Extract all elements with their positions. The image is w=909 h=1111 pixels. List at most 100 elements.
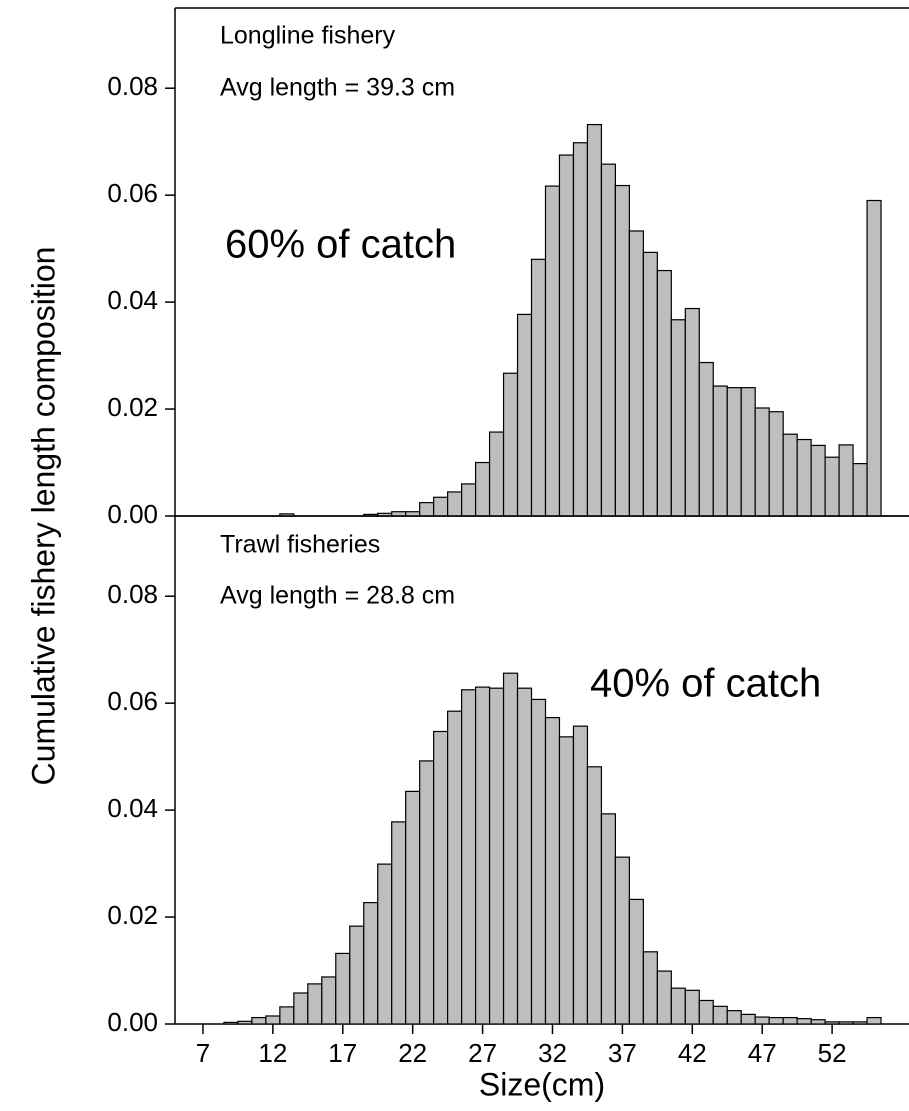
bar [349, 925, 365, 1025]
x-tick-label: 47 [748, 1038, 777, 1068]
bar [782, 433, 798, 517]
x-tick-label: 27 [468, 1038, 497, 1068]
bar [307, 983, 323, 1025]
bar [628, 230, 644, 517]
bar [419, 502, 435, 517]
bar [838, 1021, 854, 1025]
bar [614, 184, 630, 517]
bar [391, 821, 407, 1025]
y-tick-label: 0.04 [107, 285, 158, 315]
bar [726, 387, 742, 517]
bar [335, 952, 351, 1025]
y-tick-label: 0.06 [107, 178, 158, 208]
y-tick-label: 0.06 [107, 686, 158, 716]
y-tick-label: 0.00 [107, 499, 158, 529]
bar [488, 431, 505, 517]
bar [824, 1021, 840, 1025]
annotation: Avg length = 28.8 cm [220, 582, 455, 610]
bar [712, 385, 728, 517]
bar [251, 1016, 267, 1025]
annotation: Avg length = 39.3 cm [220, 74, 455, 102]
bar [586, 766, 603, 1025]
bar [461, 483, 477, 517]
y-tick-label: 0.08 [107, 71, 158, 101]
bar [419, 760, 435, 1025]
bar [810, 444, 826, 517]
x-tick-label: 12 [258, 1038, 287, 1068]
bar [600, 163, 617, 517]
bar [698, 361, 714, 517]
bar [656, 269, 672, 517]
annotation: 40% of catch [590, 662, 821, 706]
bar [684, 307, 700, 517]
bar [447, 491, 463, 517]
bar [796, 1018, 812, 1025]
bar [265, 1015, 281, 1025]
bar [670, 319, 686, 517]
bar [530, 698, 547, 1025]
bar [866, 199, 882, 517]
bar [824, 456, 840, 517]
bar [502, 372, 519, 517]
bar [461, 689, 477, 1025]
bar [558, 736, 575, 1025]
y-tick-label: 0.00 [107, 1007, 158, 1037]
bar [544, 716, 561, 1025]
bar [782, 1016, 798, 1025]
bar [740, 1013, 756, 1025]
bar [433, 496, 449, 517]
bar [572, 142, 589, 517]
bar [712, 1005, 728, 1025]
bar [754, 407, 770, 517]
x-tick-label: 7 [196, 1038, 210, 1068]
bar [866, 1016, 882, 1025]
x-tick-label: 17 [328, 1038, 357, 1068]
bar [530, 258, 547, 517]
bar [488, 687, 505, 1025]
bar [796, 438, 812, 517]
annotation: Trawl fisheries [220, 531, 380, 559]
bar [516, 687, 533, 1025]
bar [474, 461, 491, 517]
bar [600, 813, 617, 1025]
bar [377, 863, 393, 1025]
y-tick-label: 0.08 [107, 579, 158, 609]
bar [628, 898, 644, 1025]
x-tick-label: 37 [608, 1038, 637, 1068]
bar [516, 313, 533, 517]
bar [670, 987, 686, 1025]
annotation: 60% of catch [225, 223, 456, 267]
bar [474, 686, 491, 1025]
bar [768, 411, 784, 517]
x-tick-label: 22 [398, 1038, 427, 1068]
bar [838, 444, 854, 517]
x-tick-label: 42 [678, 1038, 707, 1068]
bar [852, 1021, 868, 1025]
bar [698, 999, 714, 1025]
x-tick-label: 32 [538, 1038, 567, 1068]
bar [642, 251, 658, 517]
annotation: Longline fishery [220, 22, 396, 50]
bar [726, 1010, 742, 1025]
x-tick-label: 52 [818, 1038, 847, 1068]
bar [447, 710, 463, 1025]
bar [293, 992, 309, 1025]
bar [740, 387, 756, 517]
bar [544, 185, 561, 517]
bar [558, 154, 575, 517]
bar [363, 902, 379, 1025]
bar [852, 462, 868, 517]
bar [433, 730, 449, 1025]
bar [754, 1016, 770, 1025]
y-tick-label: 0.02 [107, 392, 158, 422]
bar [572, 725, 589, 1025]
bar [768, 1016, 784, 1025]
bar [223, 1021, 239, 1025]
x-axis-label: Size(cm) [479, 1066, 605, 1102]
y-axis-label: Cumulative fishery length composition [25, 247, 61, 786]
bar [642, 951, 658, 1025]
bar [684, 989, 700, 1025]
bar [502, 672, 519, 1025]
bar [321, 976, 337, 1025]
